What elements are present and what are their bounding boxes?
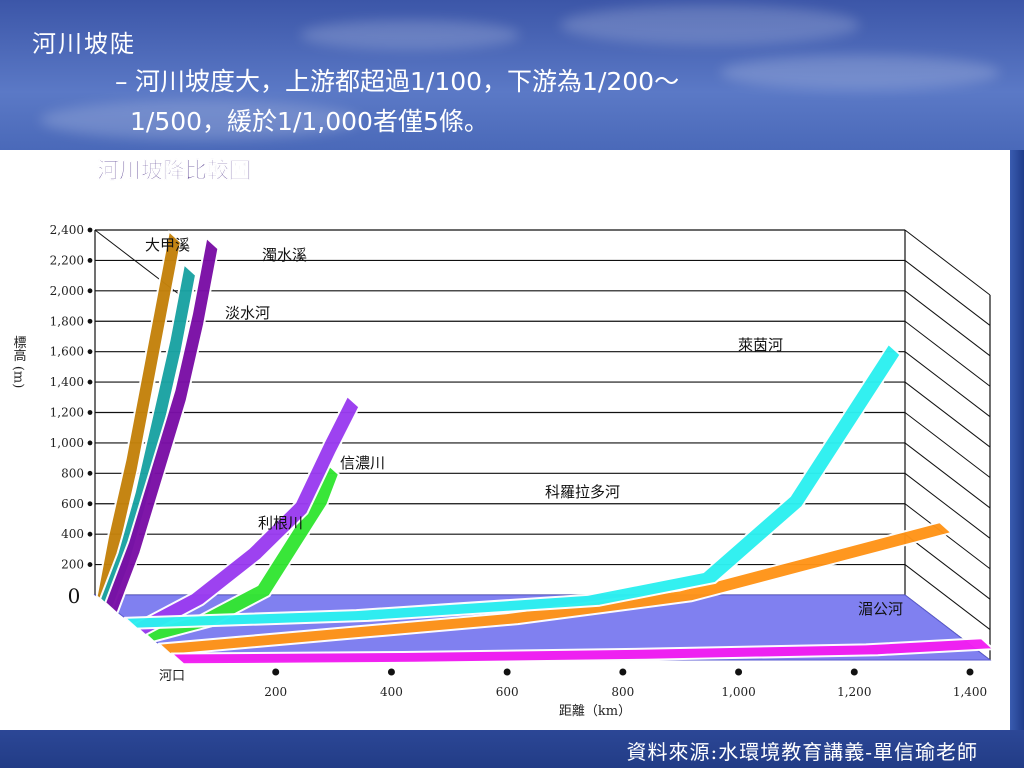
- grid-depth-line: [904, 533, 991, 600]
- grid-depth-line: [904, 412, 991, 478]
- y-zero-label: 0: [68, 584, 81, 608]
- slide-title: 河川坡陡: [32, 30, 136, 58]
- slide-header: 河川坡陡 – 河川坡度大，上游都超過1/100，下游為1/200～ 1/500，…: [0, 0, 1024, 150]
- series-layer: [95, 230, 995, 666]
- x-tick-dot: [387, 668, 395, 676]
- river-series-信濃川: [132, 395, 361, 637]
- grid-depth-line: [904, 320, 991, 387]
- x-tick-dot: [272, 668, 280, 676]
- sky-cloud: [720, 55, 1000, 90]
- right-decor-strip: [1010, 150, 1024, 730]
- river-label-科羅拉多河: 科羅拉多河: [545, 483, 620, 501]
- x-tick-label: 1,000: [721, 685, 755, 699]
- grid-depth-line: [904, 381, 991, 448]
- y-axis-title: 標高 (m): [11, 336, 27, 389]
- x-tick-dot: [619, 668, 627, 676]
- chart-panel: 河川坡降比較圖 200 400 600 800 1,000 1,200 1,400 1,600…: [0, 150, 1010, 730]
- x-tick-label: 800: [611, 685, 634, 699]
- y-tick-dot: [87, 410, 93, 415]
- river-label-利根川: 利根川: [258, 514, 303, 532]
- y-tick-dot: [87, 562, 93, 567]
- source-credit: 資料來源:水環境教育講義-單信瑜老師: [626, 740, 978, 764]
- y-tick-dot: [87, 318, 93, 324]
- y-tick-label: 400: [61, 527, 84, 541]
- bullet-line-1: 河川坡度大，上游都超過1/100，下游為1/200～: [135, 67, 680, 96]
- x-tick-label: 600: [496, 685, 519, 699]
- sky-cloud: [300, 20, 520, 50]
- y-tick-dot: [87, 288, 93, 294]
- river-gradient-chart: 河川坡降比較圖 200 400 600 800 1,000 1,200 1,400 1,600…: [11, 158, 995, 719]
- river-series-萊茵河: [123, 343, 902, 630]
- y-tick-label: 2,400: [50, 223, 84, 237]
- x-tick-label: 1,400: [953, 685, 987, 699]
- grid-depth-line: [904, 442, 991, 509]
- x-tick-label: 200: [264, 685, 287, 699]
- y-tick-dot: [87, 379, 93, 385]
- y-tick-dot: [87, 227, 93, 233]
- river-label-湄公河: 湄公河: [858, 600, 903, 618]
- slide-footer: 資料來源:水環境教育講義-單信瑜老師: [0, 730, 1024, 768]
- y-tick-label: 1,400: [50, 375, 84, 389]
- river-series-科羅拉多河: [157, 521, 953, 656]
- x-tick-dot: [850, 668, 858, 676]
- x-tick-dot: [503, 668, 511, 676]
- x-tick-dot: [966, 668, 974, 676]
- river-label-淡水河: 淡水河: [225, 304, 270, 322]
- river-series-湄公河: [170, 637, 995, 666]
- y-tick-label: 2,200: [50, 253, 84, 267]
- grid-depth-line: [904, 472, 991, 539]
- y-tick-dot: [87, 501, 93, 507]
- slide-bullet: – 河川坡度大，上游都超過1/100，下游為1/200～ 1/500，緩於1/1…: [115, 62, 905, 142]
- sky-cloud: [560, 5, 860, 45]
- grid-depth-line: [904, 503, 991, 570]
- y-tick-label: 1,000: [50, 436, 84, 450]
- y-tick-dot: [87, 258, 93, 263]
- x-tick-label: 1,200: [837, 685, 871, 699]
- y-tick-dot: [87, 440, 93, 446]
- x-origin-label: 河口: [159, 669, 185, 684]
- y-tick-label: 600: [61, 497, 84, 511]
- grid-depth-line: [904, 260, 991, 326]
- bullet-dash: –: [115, 67, 128, 96]
- y-tick-dot: [87, 470, 93, 476]
- y-tick-dot: [87, 531, 93, 537]
- x-axis-title: 距離（km）: [559, 704, 631, 719]
- grid-depth-line: [904, 290, 991, 357]
- river-label-大甲溪: 大甲溪: [145, 236, 190, 254]
- grid-depth-line: [904, 351, 991, 418]
- x-tick-dot: [735, 668, 743, 676]
- river-label-信濃川: 信濃川: [340, 454, 385, 472]
- y-tick-label: 200: [61, 558, 84, 572]
- river-label-萊茵河: 萊茵河: [738, 336, 783, 354]
- axis-layer: 200 400 600 800 1,000 1,200 1,400 1,600 1,800 2,0…: [11, 223, 988, 719]
- grid-depth-line: [904, 229, 991, 296]
- grid-depth-line: [904, 564, 991, 630]
- y-tick-label: 1,200: [50, 406, 84, 420]
- river-series-濁水溪: [104, 236, 220, 615]
- y-tick-dot: [87, 349, 93, 355]
- y-tick-label: 1,800: [50, 314, 84, 328]
- y-tick-label: 2,000: [50, 284, 84, 298]
- chart-title: 河川坡降比較圖: [97, 158, 251, 184]
- sky-cloud: [40, 100, 360, 140]
- y-tick-label: 1,600: [50, 345, 84, 359]
- bullet-line-2: 1/500，緩於1/1,000者僅5條。: [130, 107, 489, 136]
- river-label-濁水溪: 濁水溪: [262, 246, 307, 264]
- x-tick-label: 400: [380, 685, 403, 699]
- y-tick-label: 800: [61, 466, 84, 480]
